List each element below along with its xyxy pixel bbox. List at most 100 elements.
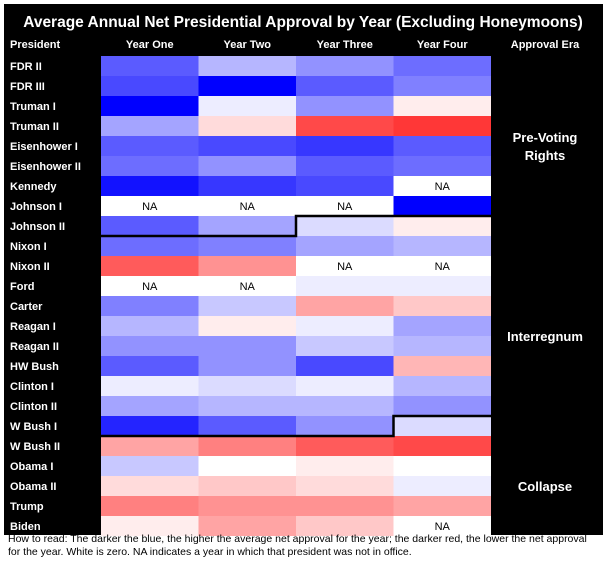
heatmap-cell [393,116,491,136]
heatmap-cell [198,316,296,336]
heatmap-cell [393,436,491,456]
row-label: Truman II [10,121,59,133]
column-headers: Year One Year Two Year Three Year Four [126,39,468,51]
heatmap-cell [296,516,394,536]
heatmap-cell [101,296,199,316]
heatmap-cell [198,496,296,516]
heatmap-cell [101,376,199,396]
heatmap-cell [198,456,296,476]
row-label: Eisenhower I [10,141,78,153]
heatmap-cell-na [393,256,491,276]
footnote: How to read: The darker the blue, the hi… [8,533,587,558]
heatmap-cell [393,416,491,436]
heatmap-cell [101,396,199,416]
heatmap-cell [296,56,394,76]
row-label: FDR II [10,61,42,73]
heatmap-cell [296,356,394,376]
column-header: Year Two [224,39,272,51]
heatmap-cell [198,396,296,416]
heatmap-cell [393,336,491,356]
heatmap-cell [296,476,394,496]
na-label: NA [435,521,451,533]
heatmap-cell-na [101,276,199,296]
heatmap-cell [296,176,394,196]
heatmap-cell [198,56,296,76]
row-label: Reagan I [10,321,56,333]
heatmap-cell-na [198,276,296,296]
era-header: Approval Era [511,39,580,51]
heatmap-cell [393,56,491,76]
na-label: NA [142,281,158,293]
chart-title: Average Annual Net Presidential Approval… [23,14,583,31]
row-label: Obama I [10,461,53,473]
heatmap-cell [296,116,394,136]
heatmap-cell [101,76,199,96]
heatmap-cell [393,476,491,496]
row-label: HW Bush [10,361,59,373]
heatmap-cell [296,436,394,456]
heatmap-cell [198,336,296,356]
heatmap-cell [198,76,296,96]
row-label: Ford [10,281,34,293]
heatmap-cell [101,336,199,356]
heatmap-cell [393,216,491,236]
heatmap-cell [296,336,394,356]
heatmap-cell [198,436,296,456]
heatmap-cell [296,456,394,476]
heatmap-cell [101,176,199,196]
column-header: Year Three [317,39,373,51]
heatmap-cell [393,296,491,316]
heatmap-cell [101,116,199,136]
heatmap-cell [393,376,491,396]
heatmap-cell [101,56,199,76]
heatmap-cell [393,496,491,516]
heatmap-cell [296,496,394,516]
era-divider [4,214,491,238]
heatmap-cell [198,516,296,536]
heatmap-cell [101,516,199,536]
era-label: Interregnum [507,329,583,344]
heatmap-cells: NA NA NA NA NA NA NA NA NA [101,56,491,536]
row-label: Eisenhower II [10,161,81,173]
heatmap-cell [101,496,199,516]
heatmap-cell [393,136,491,156]
heatmap-cell-na [101,196,199,216]
heatmap-cell [296,416,394,436]
row-label: Nixon I [10,241,47,253]
era-divider [4,414,491,438]
heatmap-cell [296,396,394,416]
heatmap-cell [393,276,491,296]
row-labels: FDR II FDR III Truman I Truman II Eisenhower… [10,61,81,533]
row-label: Johnson I [10,201,62,213]
heatmap-cell-na [393,176,491,196]
heatmap-cell [296,316,394,336]
na-label: NA [240,281,256,293]
row-label: Clinton II [10,401,57,413]
heatmap-cell [101,436,199,456]
heatmap-cell [393,396,491,416]
heatmap-cell [101,416,199,436]
row-label: Clinton I [10,381,54,393]
row-label: Biden [10,521,41,533]
heatmap-cell [393,76,491,96]
row-label: Truman I [10,101,56,113]
heatmap-cell [296,96,394,116]
heatmap-cell [393,456,491,476]
heatmap-cell [296,296,394,316]
row-label: Kennedy [10,181,57,193]
heatmap-cell [198,156,296,176]
heatmap-cell [198,356,296,376]
row-label: Nixon II [10,261,50,273]
row-label: FDR III [10,81,45,93]
era-labels: Pre-Voting Rights Interregnum Collapse [507,130,583,494]
na-label: NA [337,201,353,213]
heatmap-cell [198,296,296,316]
heatmap-cell [198,416,296,436]
na-label: NA [337,261,353,273]
row-label: W Bush II [10,441,60,453]
heatmap-cell [198,116,296,136]
heatmap-cell [296,236,394,256]
heatmap-cell [296,136,394,156]
heatmap-cell [393,96,491,116]
